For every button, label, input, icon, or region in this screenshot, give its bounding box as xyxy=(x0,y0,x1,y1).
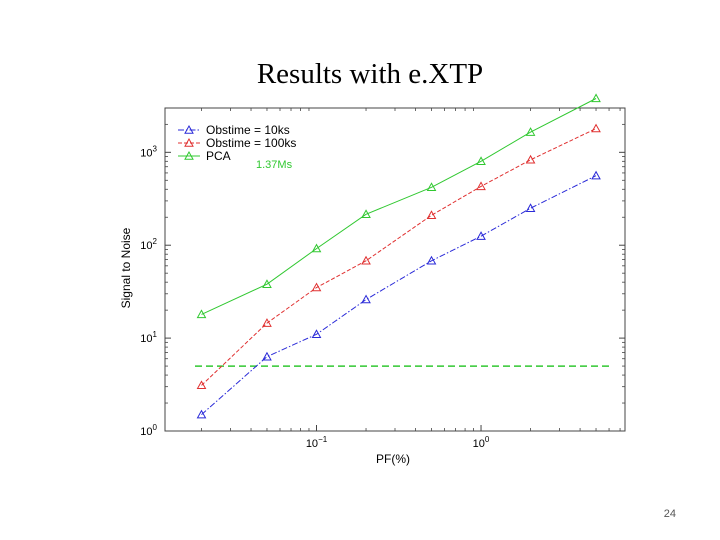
x-axis-label: PF(%) xyxy=(376,452,410,466)
data-point-series-2 xyxy=(426,210,437,219)
series-line-1 xyxy=(201,175,597,415)
data-point-series-1 xyxy=(196,409,207,419)
x-tick-label: 100 xyxy=(473,435,490,450)
legend-label-2: Obstime = 100ks xyxy=(206,136,296,150)
data-point-series-3 xyxy=(262,279,272,288)
series-line-3 xyxy=(201,98,597,315)
data-point-series-2 xyxy=(361,255,371,265)
data-point-series-1 xyxy=(262,351,272,361)
data-point-series-2 xyxy=(262,318,272,327)
data-point-series-2 xyxy=(591,123,601,133)
y-tick-label: 102 xyxy=(140,237,157,252)
data-point-series-3 xyxy=(196,309,207,319)
data-point-series-3 xyxy=(591,93,601,103)
data-point-series-3 xyxy=(426,182,437,192)
y-tick-label: 103 xyxy=(140,144,157,159)
slide-title: Results with e.XTP xyxy=(256,58,484,90)
series-line-2 xyxy=(201,128,597,386)
y-tick-label: 100 xyxy=(140,423,157,438)
data-point-series-1 xyxy=(311,329,322,338)
y-axis-label: Signal to Noise xyxy=(119,227,133,308)
data-point-series-1 xyxy=(476,231,486,240)
data-point-series-3 xyxy=(525,127,536,136)
chart-annotation: 1.37Ms xyxy=(256,159,293,171)
data-point-series-3 xyxy=(476,156,486,166)
data-point-series-2 xyxy=(476,181,486,191)
legend-label-1: Obstime = 10ks xyxy=(206,123,290,137)
data-point-series-2 xyxy=(196,380,207,390)
data-point-series-3 xyxy=(311,243,322,253)
legend-marker-1 xyxy=(184,124,194,134)
legend-label-3: PCA xyxy=(206,149,231,163)
legend-marker-2 xyxy=(184,137,194,147)
data-point-series-2 xyxy=(525,154,536,164)
y-tick-label: 101 xyxy=(140,330,157,345)
data-point-series-1 xyxy=(525,203,536,212)
x-tick-label: 10−1 xyxy=(306,435,328,450)
data-point-series-1 xyxy=(361,294,371,304)
data-point-series-2 xyxy=(311,282,322,292)
data-point-series-3 xyxy=(361,209,371,219)
data-point-series-1 xyxy=(591,170,601,180)
data-point-series-1 xyxy=(426,255,437,265)
legend-marker-3 xyxy=(184,150,194,160)
page-number: 24 xyxy=(663,508,676,520)
legend-box xyxy=(172,118,332,172)
